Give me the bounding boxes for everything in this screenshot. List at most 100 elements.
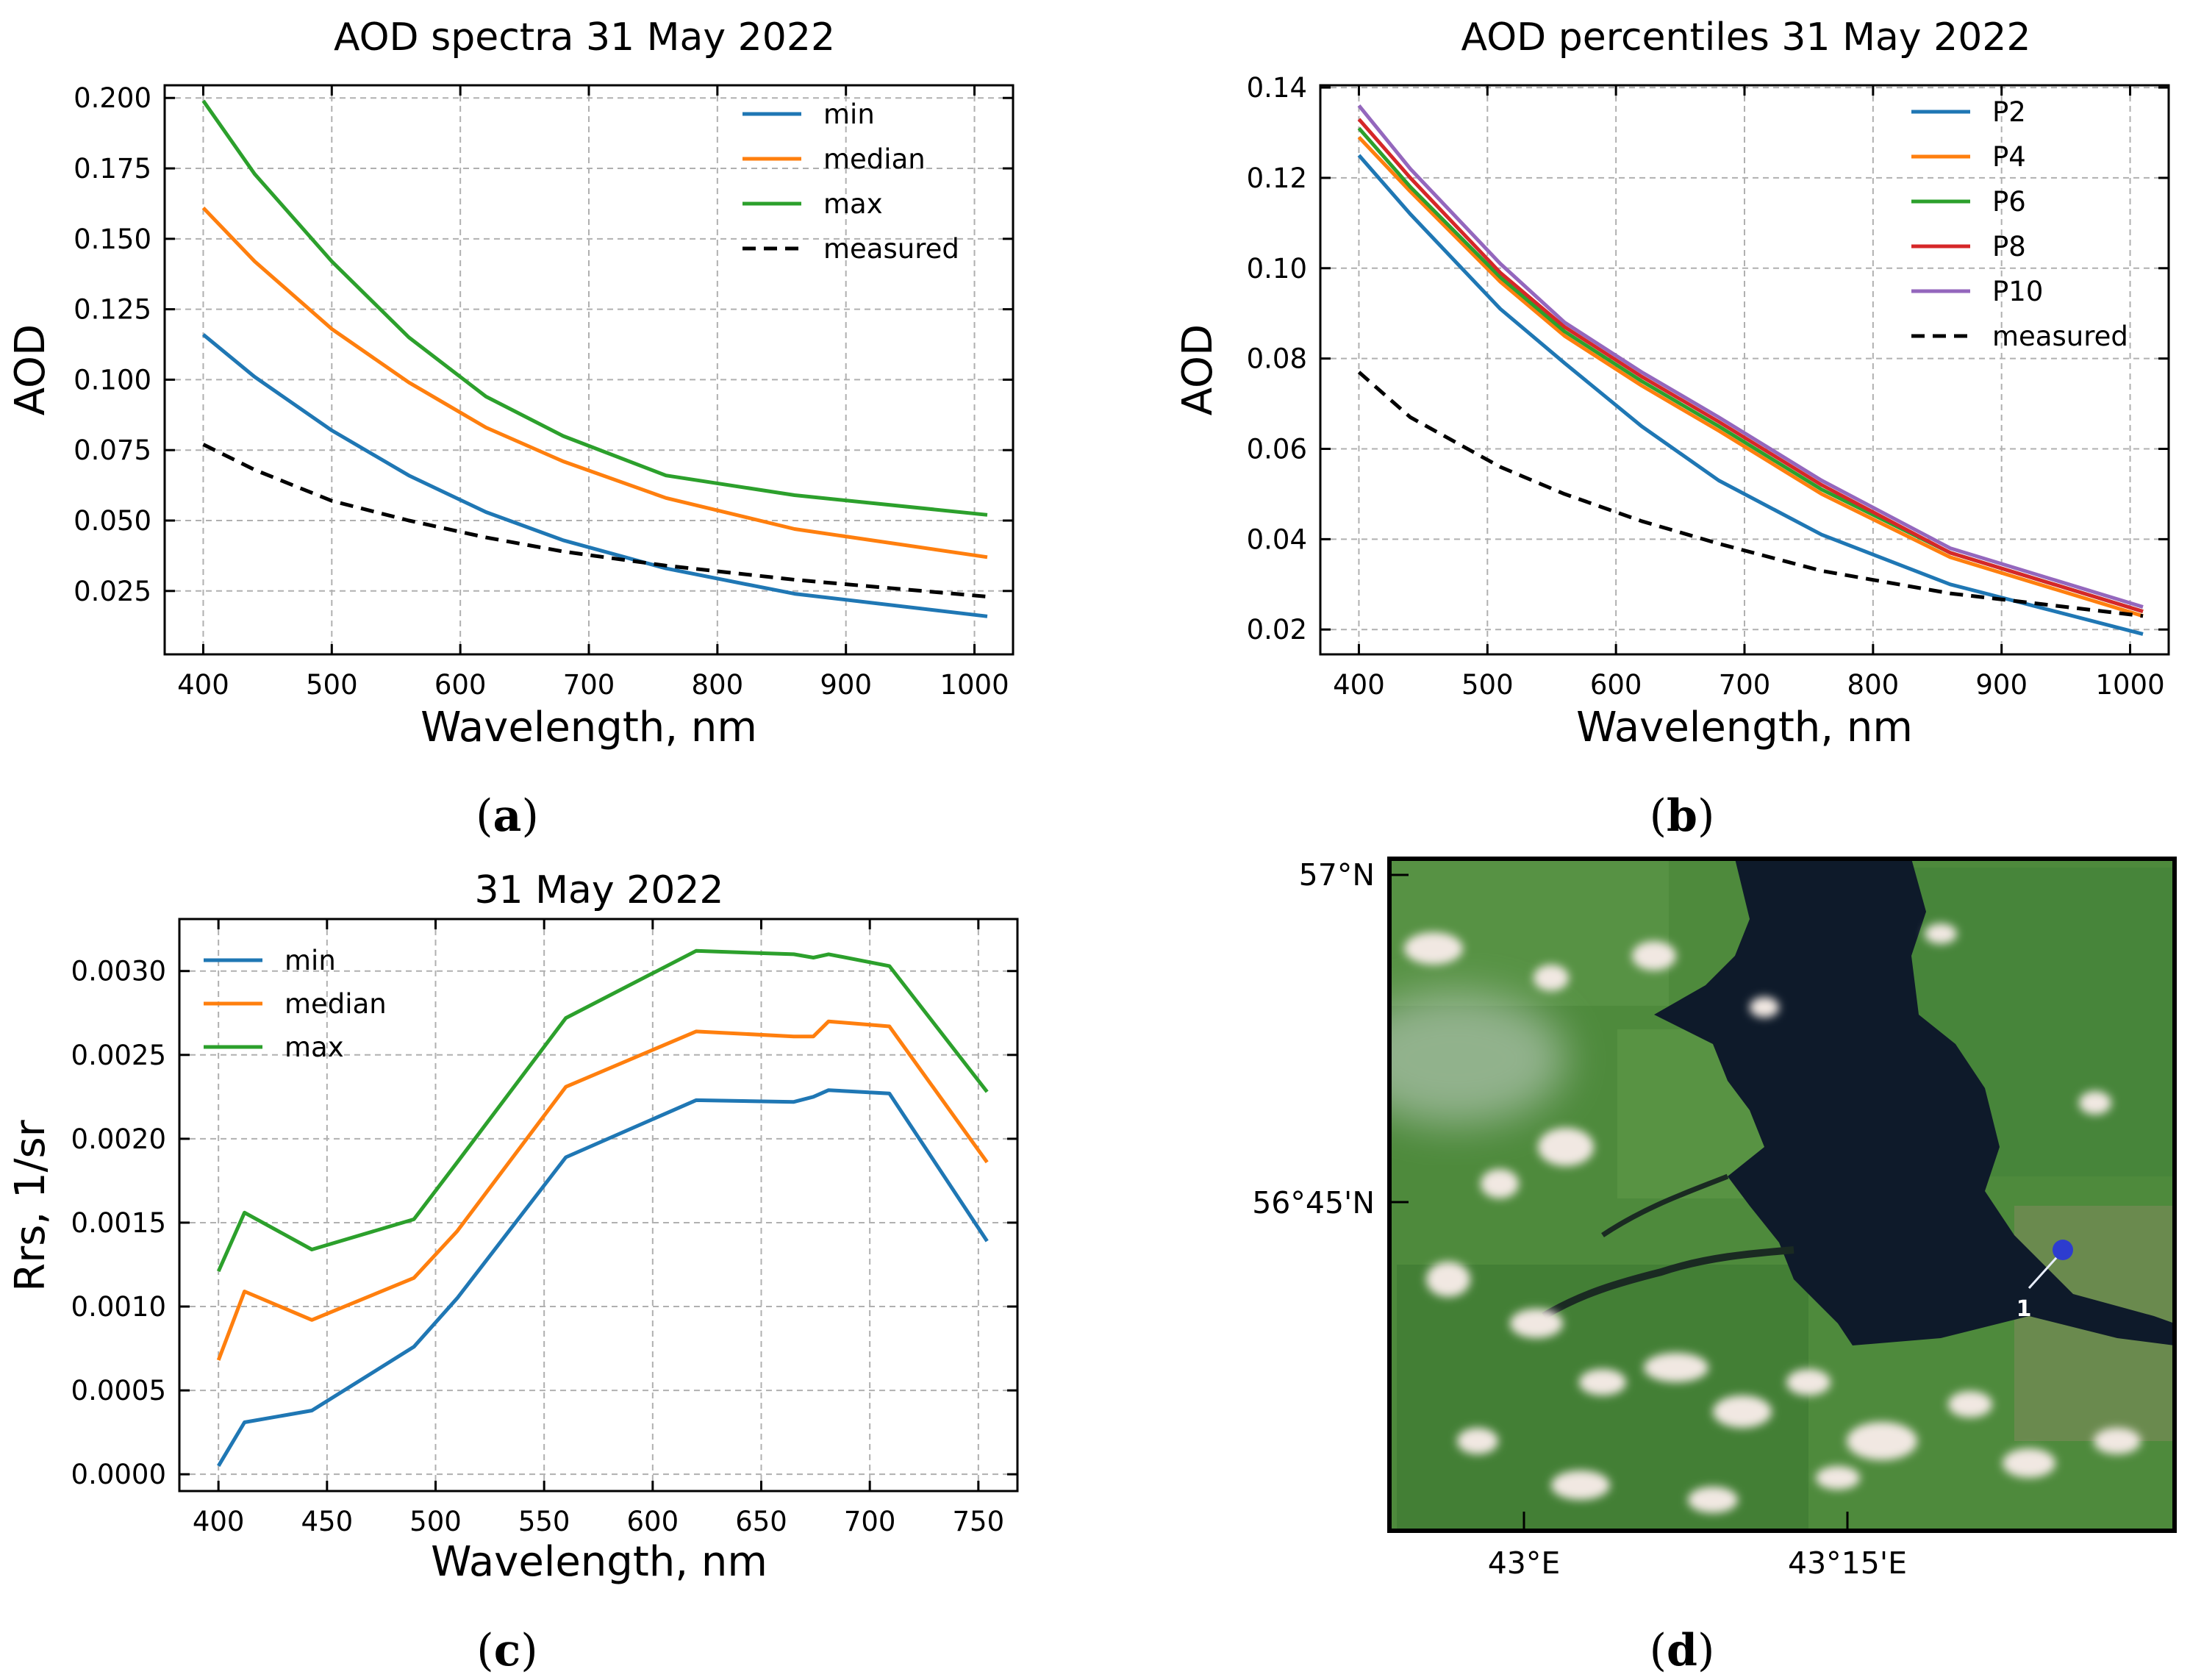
x-axis-label: Wavelength, nm: [421, 704, 757, 751]
x-tick-label: 650: [735, 1506, 787, 1537]
land-patch: [1389, 859, 1669, 1006]
x-axis-label: Wavelength, nm: [431, 1538, 767, 1586]
y-tick-label: 0.0025: [71, 1040, 166, 1071]
legend-label-min: min: [285, 945, 336, 976]
x-tick-label: 400: [1333, 669, 1385, 701]
grid: [179, 919, 1017, 1491]
y-tick-label: 0.06: [1247, 434, 1307, 465]
legend-label-measured: measured: [823, 233, 959, 265]
river: [1542, 1246, 1794, 1320]
legend-label-median: median: [823, 143, 926, 175]
y-axis-label: AOD: [7, 324, 54, 416]
panel-letter: c: [494, 1625, 521, 1676]
y-tick-label: 0.050: [74, 505, 151, 537]
chart-title: 31 May 2022: [474, 868, 723, 912]
y-tick-label: 0.150: [74, 224, 151, 255]
river: [1601, 1173, 1729, 1237]
lat-label: 56°45'N: [1252, 1185, 1375, 1220]
x-tick-label: 1000: [940, 669, 1009, 701]
series-line-P10: [1357, 104, 2144, 609]
lon-label: 43°15'E: [1788, 1545, 1907, 1581]
series-line-min: [201, 333, 988, 618]
y-axis-ticks: 0.025 0.050 0.075 0.100 0.125 0.150 0.175 0.200: [74, 82, 1013, 607]
lat-label: 57°N: [1299, 857, 1375, 893]
x-tick-label: 600: [1590, 669, 1642, 701]
x-axis-ticks: 400 450 500 550 600 650 700 750: [193, 919, 1004, 1537]
panel-label-c: (c): [476, 1625, 537, 1676]
y-tick-label: 0.10: [1247, 253, 1307, 285]
legend-label-P4: P4: [1992, 141, 2026, 173]
y-axis-ticks: 0.02 0.04 0.06 0.08 0.10 0.12 0.14: [1247, 72, 2169, 646]
x-tick-label: 550: [518, 1506, 570, 1537]
panel-letter: a: [493, 790, 522, 842]
panel-label-a: (a): [476, 790, 539, 842]
x-tick-label: 900: [1975, 669, 2028, 701]
series-group: [201, 99, 988, 618]
x-tick-label: 700: [1719, 669, 1771, 701]
y-tick-label: 0.14: [1247, 72, 1307, 104]
series-line-measured: [1357, 371, 2144, 618]
x-tick-label: 800: [1847, 669, 1900, 701]
station-label: 1: [2017, 1296, 2032, 1322]
legend-label-P8: P8: [1992, 231, 2026, 262]
chart-title: AOD spectra 31 May 2022: [334, 15, 835, 60]
y-tick-label: 0.200: [74, 82, 151, 114]
grid: [165, 85, 1013, 654]
y-tick-label: 0.0010: [71, 1291, 166, 1323]
y-tick-label: 0.12: [1247, 162, 1307, 194]
chart-panel-a: AOD spectra 31 May 2022 400 500 600 700 800 9…: [7, 15, 1015, 842]
chart-panel-b: AOD percentiles 31 May 2022 400 500 600 700…: [1174, 15, 2170, 842]
x-axis-ticks: 400 500 600 700 800 900 1000: [1333, 85, 2165, 701]
legend-label-P2: P2: [1992, 96, 2026, 128]
x-tick-label: 700: [563, 669, 615, 701]
x-tick-label: 600: [434, 669, 487, 701]
y-tick-label: 0.100: [74, 364, 151, 396]
x-tick-label: 1000: [2095, 669, 2164, 701]
map-frame: [1387, 857, 2177, 1533]
legend-label-max: max: [823, 188, 883, 220]
x-tick-label: 500: [1461, 669, 1514, 701]
series-line-max: [201, 99, 988, 517]
series-line-median: [201, 206, 988, 560]
legend-label-P10: P10: [1992, 276, 2043, 307]
y-axis-ticks: 0.0000 0.0005 0.0010 0.0015 0.0020 0.0025 0.00…: [71, 956, 1017, 1490]
haze: [1389, 993, 1566, 1125]
x-tick-label: 900: [820, 669, 872, 701]
y-tick-label: 0.175: [74, 153, 151, 185]
x-tick-label: 400: [177, 669, 229, 701]
legend-label-P6: P6: [1992, 186, 2026, 218]
x-tick-label: 500: [306, 669, 358, 701]
y-tick-label: 0.04: [1247, 523, 1307, 555]
panel-letter: b: [1667, 790, 1697, 842]
y-tick-label: 0.125: [74, 294, 151, 326]
lake: [1654, 859, 2175, 1345]
legend-label-min: min: [823, 99, 875, 130]
series-line-P8: [1357, 118, 2144, 613]
series-line-min: [217, 1088, 989, 1468]
x-tick-label: 750: [953, 1506, 1005, 1537]
station-marker: [2053, 1240, 2073, 1260]
series-line-measured: [202, 443, 988, 598]
satellite-image: 1: [1389, 859, 2175, 1531]
series-group: [216, 948, 989, 1468]
series-line-P4: [1357, 135, 2144, 618]
x-axis-ticks: 400 500 600 700 800 900 1000: [177, 85, 1009, 701]
lon-label: 43°E: [1488, 1545, 1561, 1581]
series-line-max: [216, 948, 989, 1273]
x-tick-label: 700: [844, 1506, 896, 1537]
chart-title: AOD percentiles 31 May 2022: [1461, 15, 2031, 60]
series-line-P2: [1357, 154, 2144, 636]
legend: min median max: [204, 945, 387, 1063]
y-tick-label: 0.0030: [71, 956, 166, 987]
panel-label-d: (d): [1650, 1625, 1715, 1676]
legend: min median max measured: [742, 99, 959, 265]
x-tick-label: 400: [193, 1506, 245, 1537]
x-tick-label: 450: [301, 1506, 354, 1537]
plot-frame: [178, 918, 1019, 1493]
clouds: [1404, 923, 2141, 1513]
map-panel-d: 1 57°N 56°45'N 43°E 43°15'E (d): [1252, 857, 2177, 1676]
legend-label-median: median: [285, 988, 387, 1020]
series-group: [1357, 104, 2144, 636]
y-tick-label: 0.025: [74, 576, 151, 607]
